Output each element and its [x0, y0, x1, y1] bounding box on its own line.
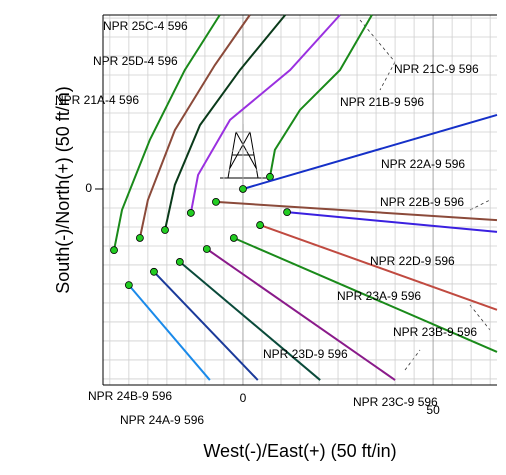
x-tick-label: 50	[426, 403, 440, 417]
trajectory	[113, 14, 221, 251]
well-label: NPR 23A-9 596	[337, 289, 421, 303]
well-label: NPR 22A-9 596	[381, 157, 465, 171]
well-label: NPR 23C-9 596	[353, 395, 438, 409]
well-head	[175, 258, 184, 266]
trajectory	[153, 271, 259, 381]
trajectory	[138, 14, 251, 239]
well-label: NPR 24A-9 596	[120, 413, 204, 427]
x-axis-label: West(-)/East(+) (50 ft/in)	[203, 441, 396, 461]
well-head	[186, 209, 195, 217]
trajectory	[128, 284, 211, 381]
well-label: NPR 21B-9 596	[340, 95, 424, 109]
well-label: NPR 25C-4 596	[103, 19, 188, 33]
trajectory	[164, 14, 286, 231]
well-label: NPR 22D-9 596	[370, 254, 455, 268]
well-label: NPR 21C-9 596	[394, 62, 479, 76]
well-head	[135, 234, 144, 242]
well-head	[239, 185, 247, 193]
trajectory	[189, 14, 341, 214]
trajectory	[268, 14, 373, 178]
well-head	[256, 221, 264, 229]
well-head	[124, 281, 133, 289]
well-label: NPR 22B-9 596	[380, 195, 464, 209]
trajectory	[179, 261, 321, 381]
well-head	[266, 172, 274, 181]
well-head	[110, 246, 118, 255]
well-head	[212, 197, 220, 206]
trajectory	[206, 248, 396, 381]
y-tick-label: 0	[85, 181, 92, 195]
x-tick-label: 0	[240, 391, 247, 405]
y-axis-label: South(-)/North(+) (50 ft/in)	[53, 86, 73, 294]
well-head	[150, 267, 158, 276]
well-label: NPR 23B-9 596	[393, 325, 477, 339]
trajectory	[286, 211, 498, 233]
well-label: NPR 25D-4 596	[93, 54, 178, 68]
trajectory	[215, 200, 498, 222]
well-head	[161, 226, 169, 234]
well-head	[202, 245, 211, 253]
well-label: NPR 24B-9 596	[88, 389, 172, 403]
trajectory	[233, 237, 498, 353]
trajectory	[242, 113, 498, 190]
well-head	[229, 234, 238, 242]
well-head	[283, 208, 291, 217]
trajectory	[259, 224, 498, 311]
well-label: NPR 21A-4 596	[55, 93, 139, 107]
well-label: NPR 23D-9 596	[263, 347, 348, 361]
